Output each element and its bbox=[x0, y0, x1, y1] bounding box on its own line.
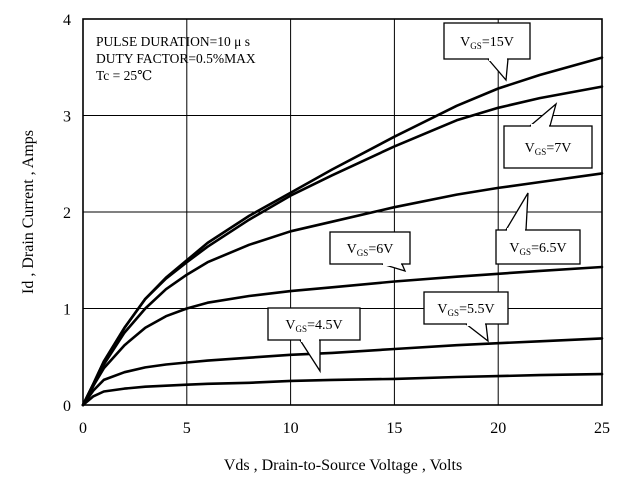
callout-pointer bbox=[505, 192, 529, 231]
note-duty-factor: DUTY FACTOR=0.5%MAX bbox=[96, 51, 256, 66]
curve-vgs-7v bbox=[81, 85, 604, 407]
callout-vgs-6-5v: VGS=6.5V bbox=[495, 192, 581, 265]
x-tick-label: 15 bbox=[386, 420, 402, 437]
test-conditions-note: PULSE DURATION=10 μ s DUTY FACTOR=0.5%MA… bbox=[96, 34, 256, 83]
series-callouts: VGS=15V VGS=7V VGS=6.5V VGS=6V VGS=5.5V VGS=4… bbox=[267, 22, 593, 374]
callout-joint bbox=[301, 338, 319, 342]
callout-box bbox=[329, 231, 411, 265]
callout-box bbox=[267, 307, 361, 341]
x-tick-label: 25 bbox=[594, 420, 610, 437]
y-tick-label: 1 bbox=[63, 302, 71, 319]
x-tick-label: 0 bbox=[79, 420, 87, 437]
curves bbox=[81, 56, 604, 407]
x-axis-label: Vds , Drain-to-Source Voltage , Volts bbox=[224, 457, 462, 474]
x-tick-label: 20 bbox=[490, 420, 506, 437]
callout-vgs-7v: VGS=7V bbox=[503, 102, 593, 169]
callout-joint bbox=[507, 228, 525, 232]
callout-box bbox=[495, 229, 581, 265]
callout-label: VGS=15V bbox=[460, 35, 514, 51]
x-tick-labels: 0 5 10 15 20 25 bbox=[79, 420, 610, 437]
grid bbox=[83, 19, 602, 405]
callout-label: VGS=6.5V bbox=[509, 241, 566, 257]
y-axis-label: Id , Drain Current , Amps bbox=[20, 130, 37, 294]
callout-vgs-6v: VGS=6V bbox=[329, 231, 411, 273]
note-case-temperature: Tc = 25℃ bbox=[96, 68, 152, 83]
x-tick-label: 10 bbox=[283, 420, 299, 437]
callout-label: VGS=6V bbox=[347, 242, 394, 258]
callout-joint bbox=[531, 124, 549, 128]
y-tick-label: 3 bbox=[63, 109, 71, 126]
callout-label: VGS=4.5V bbox=[285, 318, 342, 334]
callout-box bbox=[443, 22, 531, 60]
callout-joint bbox=[383, 262, 401, 266]
callout-joint bbox=[489, 57, 507, 61]
curve-vgs-6v bbox=[81, 265, 604, 407]
callout-vgs-15v: VGS=15V bbox=[443, 22, 531, 82]
plot-frame bbox=[82, 18, 603, 406]
note-pulse-duration: PULSE DURATION=10 μ s bbox=[96, 34, 250, 49]
curve-vgs-4-5v bbox=[81, 372, 604, 407]
callout-vgs-4-5v: VGS=4.5V bbox=[267, 307, 361, 374]
curve-vgs-5-5v bbox=[81, 337, 604, 407]
y-tick-label: 4 bbox=[63, 12, 71, 29]
y-tick-label: 2 bbox=[63, 205, 71, 222]
callout-label: VGS=5.5V bbox=[437, 302, 494, 318]
callout-box bbox=[423, 291, 509, 325]
callout-pointer bbox=[465, 323, 489, 343]
x-tick-label: 5 bbox=[183, 420, 191, 437]
callout-pointer bbox=[487, 58, 509, 82]
callout-joint bbox=[467, 322, 485, 326]
callout-pointer bbox=[299, 339, 321, 374]
curve-vgs-6-5v bbox=[81, 172, 604, 407]
y-tick-label: 0 bbox=[63, 398, 71, 415]
callout-vgs-5-5v: VGS=5.5V bbox=[423, 291, 509, 343]
callout-label: VGS=7V bbox=[525, 141, 572, 157]
callout-pointer bbox=[529, 102, 558, 127]
callout-box bbox=[503, 125, 593, 169]
y-tick-labels: 0 1 2 3 4 bbox=[63, 12, 71, 415]
